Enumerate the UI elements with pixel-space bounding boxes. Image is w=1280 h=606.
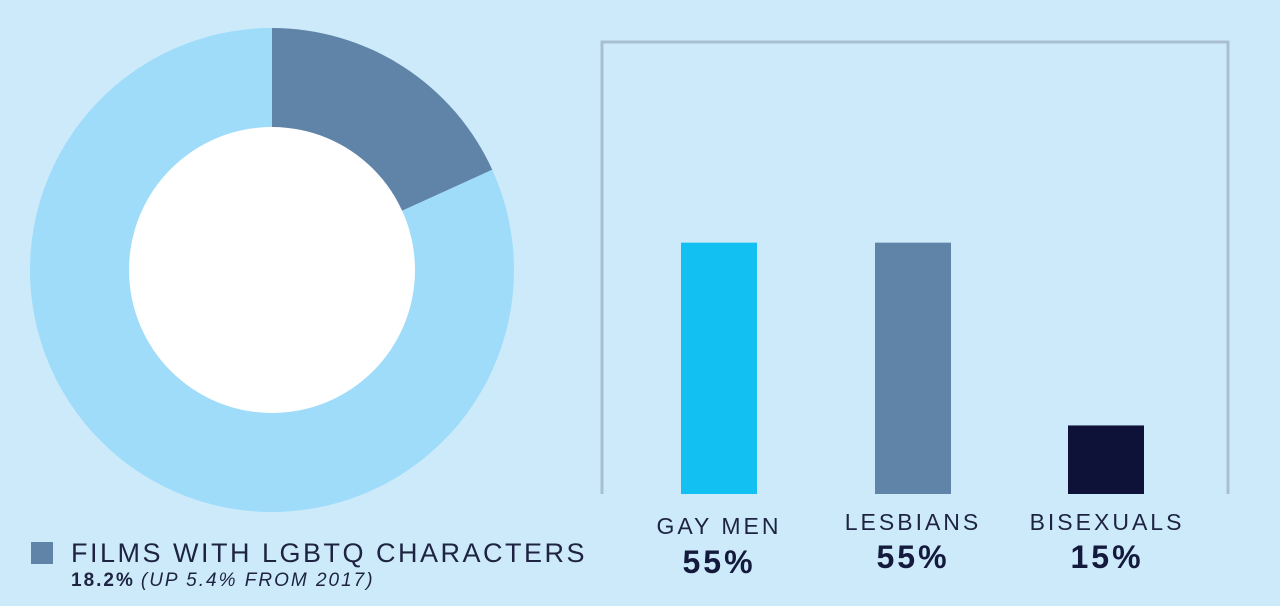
legend-note: (UP 5.4% FROM 2017) [140,570,375,591]
bar-label-gay-men: GAY MEN [656,513,782,539]
legend-value-line: 18.2% (UP 5.4% FROM 2017) [71,570,375,592]
donut-chart [29,28,514,512]
bar-label-bisexuals: BISEXUALS [1029,509,1185,535]
bar-lesbians [875,242,951,494]
legend-swatch [31,542,53,564]
bar-gay-men [681,242,757,494]
bar-value-lesbians: 55% [876,539,950,575]
bar-label-lesbians: LESBIANS [844,509,982,535]
donut-hole [129,127,415,413]
legend-label: FILMS WITH LGBTQ CHARACTERS [71,538,588,568]
bar-bisexuals [1068,425,1144,494]
bar-value-bisexuals: 15% [1070,539,1144,575]
bar-value-gay-men: 55% [682,544,756,580]
bar-chart-frame [600,40,1230,494]
legend-value: 18.2% [71,570,135,591]
